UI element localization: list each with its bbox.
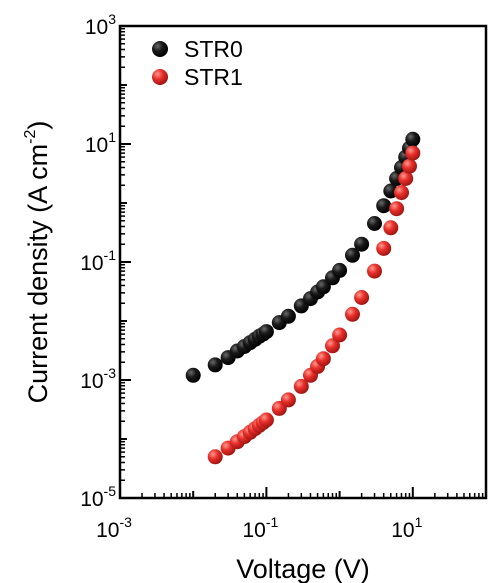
data-series — [185, 131, 421, 465]
series-STR1 — [207, 145, 421, 465]
data-point — [345, 306, 360, 322]
data-point — [207, 357, 223, 373]
data-point — [293, 378, 309, 394]
data-point — [367, 216, 382, 231]
axis-ticks — [119, 25, 487, 499]
y-axis-label-close: ) — [23, 121, 53, 130]
data-point — [376, 240, 392, 256]
data-point — [258, 324, 274, 340]
x-tick-label-exponent: -1 — [266, 514, 279, 530]
y-tick-label-exponent: -1 — [104, 247, 117, 263]
data-point — [383, 220, 399, 236]
data-point — [376, 198, 392, 214]
y-axis-label-exponent: -2 — [22, 129, 39, 143]
data-point — [402, 158, 417, 174]
x-tick-label: 10-1 — [242, 514, 278, 542]
y-tick-label-exponent: 1 — [108, 129, 116, 145]
legend-label: STR1 — [184, 64, 243, 90]
data-point — [394, 185, 409, 201]
y-tick-label-base: 10 — [85, 16, 108, 39]
y-tick-label: 101 — [85, 129, 116, 157]
data-point — [280, 392, 296, 408]
y-tick-label-base: 10 — [80, 252, 103, 275]
data-point — [367, 263, 382, 279]
x-tick-label: 10-3 — [96, 514, 132, 542]
data-point — [258, 412, 274, 428]
x-tick-label-exponent: 1 — [415, 514, 423, 530]
data-point — [185, 367, 201, 383]
data-point — [280, 308, 296, 324]
data-point — [405, 145, 421, 161]
x-tick-label-base: 10 — [242, 519, 265, 542]
data-point — [389, 201, 405, 217]
data-point — [325, 338, 340, 354]
x-axis-label: Voltage (V) — [236, 554, 370, 583]
y-tick-label-base: 10 — [85, 134, 108, 157]
y-tick-label: 10-5 — [80, 483, 116, 511]
x-tick-label-base: 10 — [96, 519, 119, 542]
data-point — [332, 327, 348, 343]
data-point — [398, 171, 414, 186]
legend-marker — [152, 41, 168, 57]
x-tick-label: 101 — [391, 514, 422, 542]
y-tick-label: 10-1 — [80, 247, 116, 275]
data-point — [332, 262, 348, 278]
y-axis-label: Current density (A cm-2) — [22, 121, 53, 404]
legend-label: STR0 — [184, 36, 243, 62]
x-tick-label-base: 10 — [391, 519, 414, 542]
data-point — [354, 290, 370, 305]
y-tick-label-exponent: 3 — [108, 11, 116, 27]
y-tick-label-exponent: -3 — [104, 365, 117, 381]
series-STR0 — [185, 131, 421, 383]
plot-frame — [118, 24, 488, 500]
data-point — [345, 247, 360, 263]
data-point — [207, 449, 223, 465]
data-point — [354, 236, 370, 252]
y-tick-label-exponent: -5 — [104, 483, 117, 499]
data-point — [405, 131, 421, 147]
y-tick-label: 103 — [85, 11, 116, 39]
x-tick-label-exponent: -3 — [119, 514, 132, 530]
y-tick-label-base: 10 — [80, 488, 103, 511]
data-point — [315, 351, 331, 367]
y-tick-label-base: 10 — [80, 370, 103, 393]
legend-marker — [152, 69, 168, 85]
y-axis-label-main: Current density (A cm — [23, 144, 53, 404]
y-tick-label: 10-3 — [80, 365, 116, 393]
